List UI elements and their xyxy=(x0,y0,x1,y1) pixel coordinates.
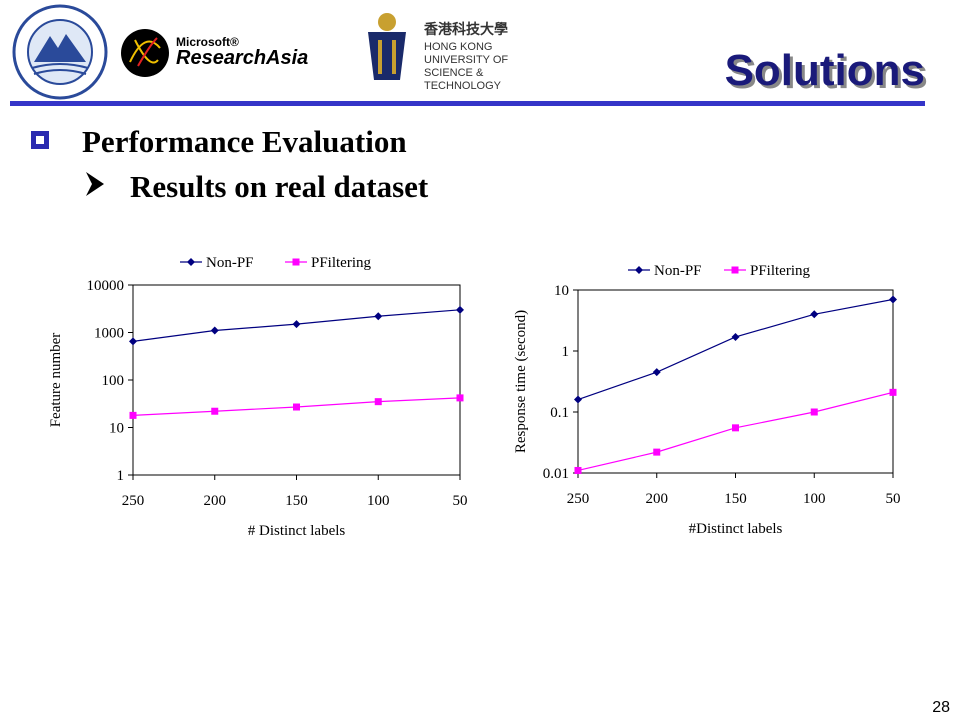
header-rule xyxy=(10,101,925,106)
y-tick-label: 10000 xyxy=(87,278,125,294)
x-tick-label: 50 xyxy=(886,491,901,507)
marker xyxy=(731,332,740,341)
page-number: 28 xyxy=(932,699,950,716)
marker xyxy=(635,266,643,274)
marker xyxy=(374,398,382,406)
hkust-text: UNIVERSITY OF xyxy=(424,54,508,66)
marker xyxy=(810,310,819,319)
marker xyxy=(211,407,219,415)
marker xyxy=(187,258,195,266)
hkust-text: SCIENCE & xyxy=(424,67,484,79)
bullet-arrow xyxy=(86,172,104,196)
y-tick-label: 10 xyxy=(109,421,124,437)
marker xyxy=(889,295,897,304)
hkust-logo: 香港科技大學 HONG KONG UNIVERSITY OF SCIENCE &… xyxy=(362,12,508,92)
marker xyxy=(574,395,582,404)
marker xyxy=(129,337,137,346)
y-tick-label: 0.01 xyxy=(543,466,569,482)
marker xyxy=(292,258,300,266)
y-tick-label: 1 xyxy=(117,468,125,484)
y-axis-label: Feature number xyxy=(48,333,64,428)
legend-label: Non-PF xyxy=(206,255,254,271)
msra-text: Microsoft® xyxy=(176,35,239,49)
x-tick-label: 250 xyxy=(567,491,590,507)
marker xyxy=(653,448,661,456)
slide-title: Solutions xyxy=(725,46,925,95)
marker xyxy=(456,394,464,402)
marker xyxy=(574,466,582,474)
marker xyxy=(652,368,661,377)
x-tick-label: 200 xyxy=(204,493,227,509)
x-tick-label: 200 xyxy=(646,491,669,507)
hkust-text: HONG KONG xyxy=(424,41,492,53)
x-axis-label: #Distinct labels xyxy=(689,521,783,537)
x-tick-label: 50 xyxy=(453,493,468,509)
marker xyxy=(731,266,739,274)
marker xyxy=(292,320,301,329)
y-tick-label: 10 xyxy=(554,283,569,299)
bullet-square-inner xyxy=(36,136,44,144)
x-tick-label: 100 xyxy=(803,491,826,507)
legend-label: PFiltering xyxy=(311,255,372,271)
x-axis-label: # Distinct labels xyxy=(248,523,346,539)
y-tick-label: 100 xyxy=(102,373,125,389)
marker xyxy=(810,408,818,416)
title-shadow: Solutions xyxy=(728,49,928,98)
marker xyxy=(129,411,137,419)
marker xyxy=(732,424,739,432)
y-axis-label: Response time (second) xyxy=(513,310,529,453)
marker xyxy=(210,326,219,335)
x-tick-label: 100 xyxy=(367,493,390,509)
marker xyxy=(293,403,300,411)
bullet-text: Performance Evaluation xyxy=(82,124,407,159)
x-tick-label: 250 xyxy=(122,493,145,509)
legend-label: Non-PF xyxy=(654,263,702,279)
x-tick-label: 150 xyxy=(724,491,747,507)
y-tick-label: 0.1 xyxy=(550,405,569,421)
bullet-text: Results on real dataset xyxy=(130,169,429,204)
hkust-text: TECHNOLOGY xyxy=(424,80,502,92)
x-tick-label: 150 xyxy=(285,493,308,509)
y-tick-label: 1 xyxy=(562,344,570,360)
neu-logo xyxy=(12,4,108,100)
legend-label: PFiltering xyxy=(750,263,811,279)
hkust-text: 香港科技大學 xyxy=(423,21,508,37)
y-tick-label: 1000 xyxy=(94,326,124,342)
marker xyxy=(889,388,897,396)
msra-logo: Microsoft® ResearchAsia xyxy=(121,29,308,77)
msra-text: ResearchAsia xyxy=(176,47,308,69)
marker xyxy=(456,305,464,314)
marker xyxy=(374,312,383,321)
